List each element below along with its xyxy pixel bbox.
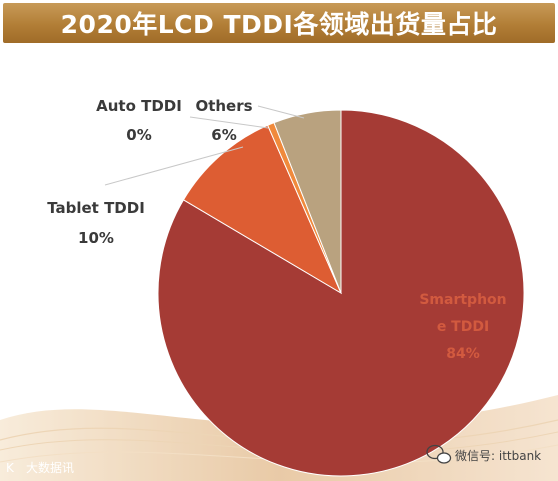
label-others-pct: 6% [211, 126, 236, 144]
label-smartphone-name-1: Smartphon [419, 292, 506, 308]
watermark-left: K 大数据讯 [6, 460, 74, 475]
pie-slice-3 [273, 109, 342, 294]
label-smartphone-name-2: e TDDI [437, 319, 489, 335]
wechat-icon [426, 444, 452, 464]
label-auto-pct: 0% [126, 126, 151, 144]
label-tablet-name: Tablet TDDI [47, 199, 145, 217]
leader-line-auto [189, 116, 269, 129]
watermark-left-logo-icon: K [6, 461, 15, 475]
title-bar: 2020年LCD TDDI各领域出货量占比 [3, 3, 555, 43]
label-auto-name: Auto TDDI [96, 97, 182, 115]
leader-line-others [257, 105, 305, 119]
label-others-name: Others [195, 97, 252, 115]
leader-lines [104, 105, 305, 186]
label-smartphone-pct: 84% [446, 346, 480, 362]
chart-title: 2020年LCD TDDI各领域出货量占比 [60, 10, 498, 39]
watermark-right: 微信号: ittbank [426, 444, 541, 464]
label-tablet-pct: 10% [78, 229, 114, 247]
watermark-right-text: 微信号: ittbank [455, 449, 541, 463]
leader-line-tablet [104, 146, 244, 186]
watermark-left-text: 大数据讯 [26, 460, 74, 475]
